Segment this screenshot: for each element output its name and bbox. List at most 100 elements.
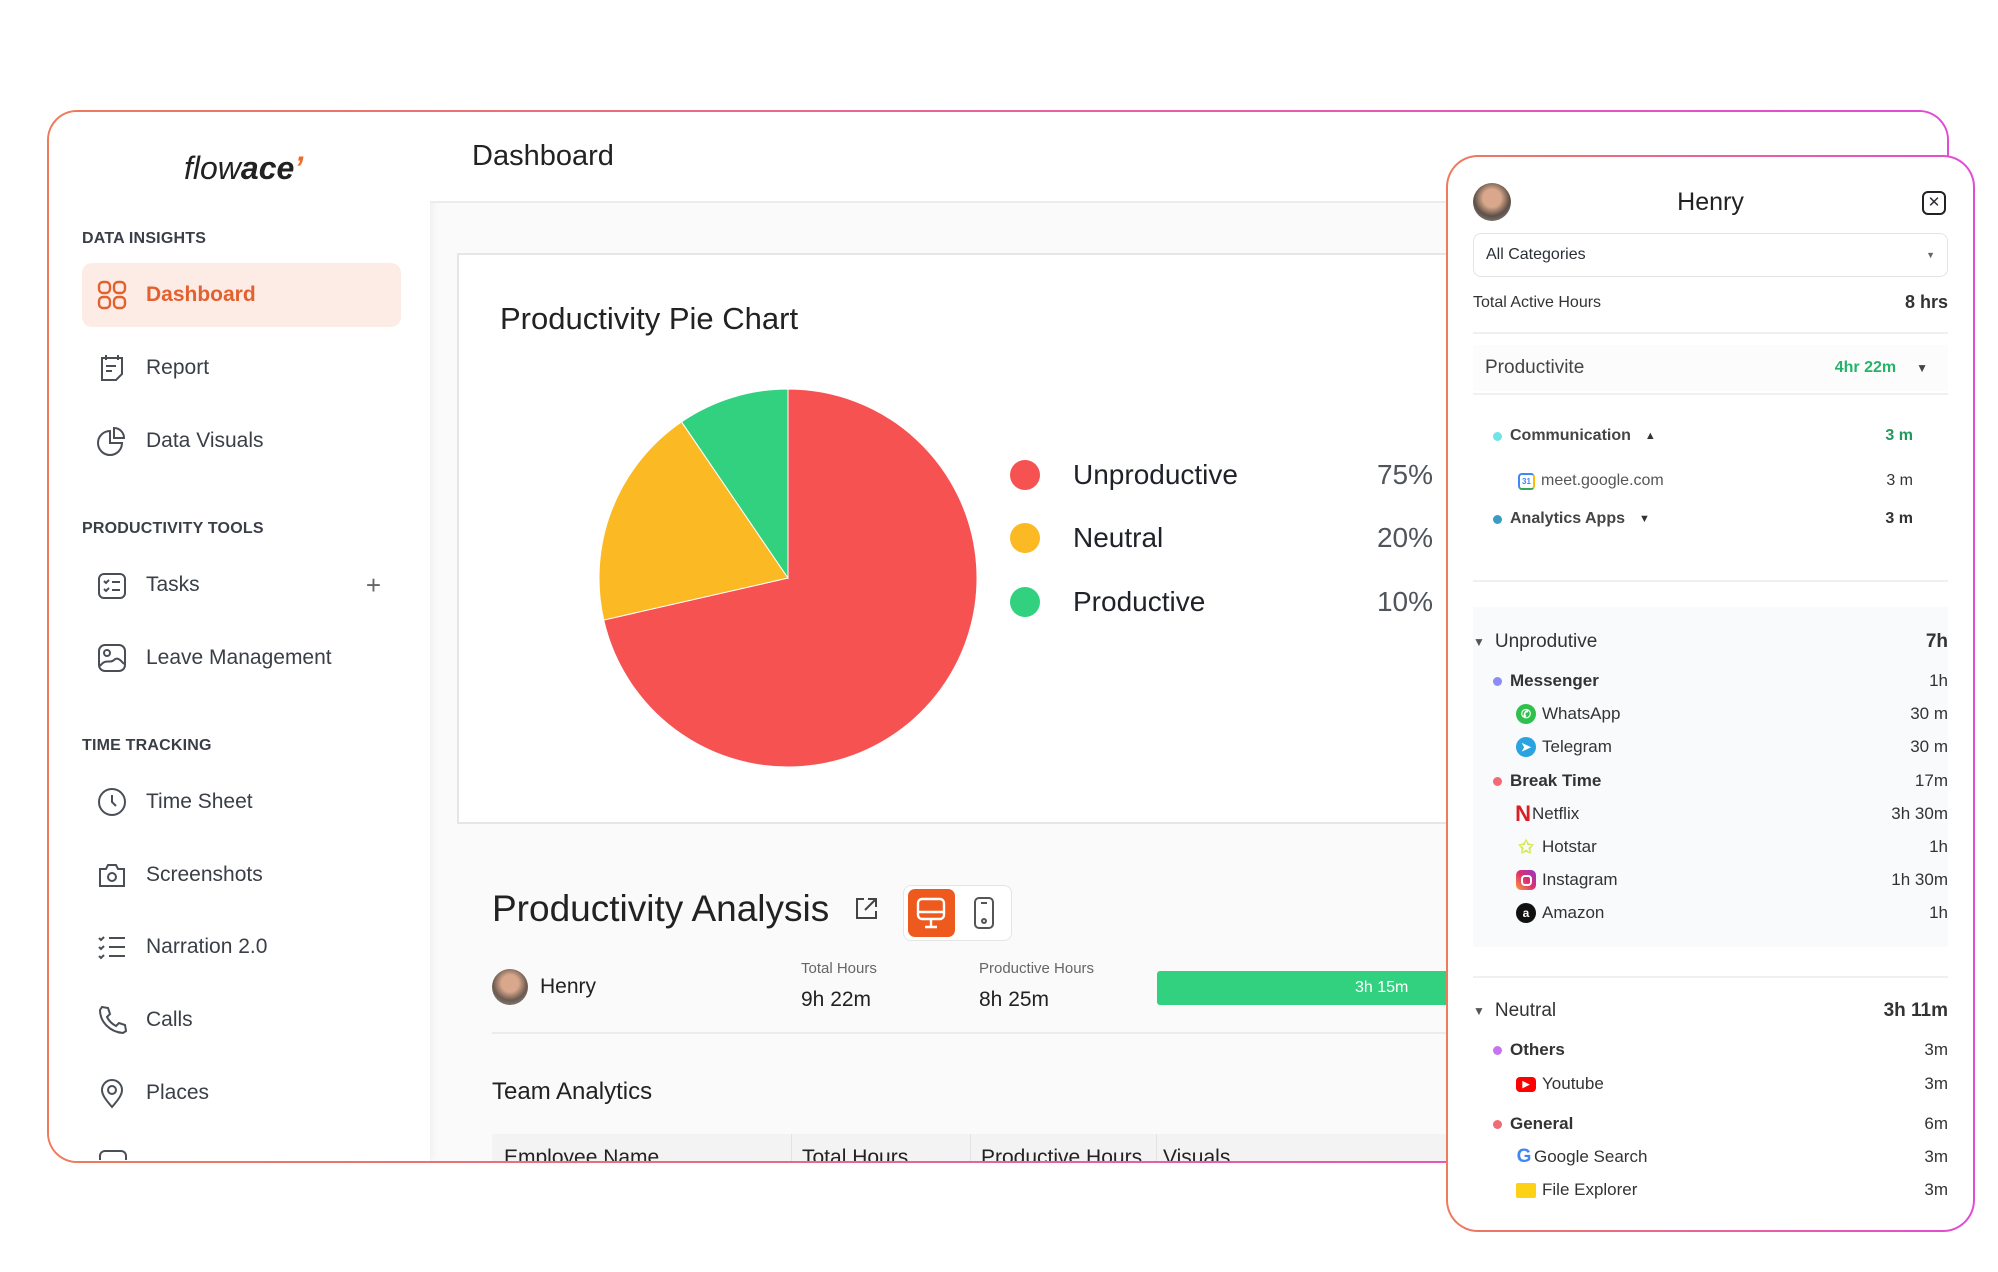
google-calendar-icon: 31 <box>1518 472 1535 490</box>
close-button[interactable]: ✕ <box>1922 191 1946 215</box>
sidebar-item-time-sheet[interactable]: Time Sheet <box>82 770 401 834</box>
column-header[interactable]: Employee Name <box>504 1146 660 1161</box>
image-icon <box>98 644 126 672</box>
group-row[interactable]: Analytics Apps ▼ 3 m <box>1473 510 1948 528</box>
tasks-icon <box>98 573 126 599</box>
group-value: 3 m <box>1885 510 1913 527</box>
app-value: 3m <box>1924 1147 1948 1166</box>
app-name: File Explorer <box>1542 1180 1638 1199</box>
group-row[interactable]: Messenger 1h <box>1473 671 1948 691</box>
app-row: a Amazon 1h <box>1473 903 1948 923</box>
divider <box>1473 580 1948 582</box>
productivity-analysis-title: Productivity Analysis <box>492 888 880 930</box>
neutral-section-header[interactable]: ▼ Neutral 3h 11m <box>1473 1000 1948 1022</box>
team-analytics-title: Team Analytics <box>492 1078 653 1105</box>
caret-down-icon: ▼ <box>1473 635 1485 649</box>
bullet <box>1493 776 1502 786</box>
legend-item-unproductive: Unproductive 75% <box>1010 455 1433 495</box>
app-row: N Netflix 3h 30m <box>1473 801 1948 826</box>
app-value: 3 m <box>1886 472 1913 489</box>
caret-down-icon: ▼ <box>1473 1004 1485 1018</box>
panel-user-name: Henry <box>1677 188 1744 216</box>
select-value: All Categories <box>1486 246 1586 263</box>
bar-label: 3h 15m <box>1355 979 1409 996</box>
sidebar-item-calls[interactable]: Calls <box>82 988 401 1052</box>
calendar-icon <box>99 1150 127 1160</box>
add-task-button[interactable]: + <box>365 569 381 600</box>
external-link-icon[interactable] <box>852 895 880 923</box>
pie-chart <box>598 388 978 768</box>
section-time-tracking: TIME TRACKING <box>82 737 212 754</box>
section-title: Productivity Analysis <box>492 888 830 929</box>
legend-label: Productive <box>1073 586 1206 617</box>
group-row[interactable]: Communication ▲ 3 m <box>1473 427 1948 445</box>
category-select[interactable]: All Categories ▼ <box>1473 233 1948 277</box>
column-header[interactable]: Productive Hours <box>970 1134 1142 1161</box>
pie-slice-neutral[interactable] <box>598 421 789 621</box>
app-name: Netflix <box>1532 804 1580 823</box>
app-value: 3m <box>1924 1180 1948 1199</box>
sidebar-item-data-visuals[interactable]: Data Visuals <box>82 409 401 473</box>
group-name: Break Time <box>1510 771 1602 790</box>
app-name: Instagram <box>1542 870 1618 889</box>
checklist-icon <box>98 936 125 960</box>
label: Total Active Hours <box>1473 293 1602 311</box>
mobile-toggle-button[interactable] <box>961 889 1008 937</box>
total-active-hours: Total Active Hours 8 hrs <box>1473 292 1948 313</box>
sidebar-item-places[interactable]: Places <box>82 1061 401 1125</box>
app-value: 3h 30m <box>1891 804 1948 823</box>
divider <box>1473 976 1948 978</box>
group-name: Communication <box>1510 427 1631 444</box>
group-row[interactable]: Others 3m <box>1473 1040 1948 1060</box>
app-name: meet.google.com <box>1541 472 1664 489</box>
chevron-up-icon: ▲ <box>1644 430 1656 442</box>
folder-icon <box>1516 1182 1536 1198</box>
legend-item-neutral: Neutral 20% <box>1010 518 1433 558</box>
phone-device-icon <box>973 897 994 929</box>
sidebar-item-label: Data Visuals <box>146 429 264 452</box>
group-name: General <box>1510 1114 1574 1133</box>
group-row[interactable]: General 6m <box>1473 1114 1948 1134</box>
location-icon <box>100 1079 124 1109</box>
camera-icon <box>99 864 125 887</box>
pie-slice-productive[interactable] <box>680 388 789 580</box>
bullet <box>1493 514 1502 524</box>
desktop-toggle-button[interactable] <box>908 889 955 937</box>
app-value: 30 m <box>1910 704 1948 723</box>
avatar <box>1473 183 1511 221</box>
sidebar-item-label: Places <box>146 1081 210 1104</box>
divider <box>1473 393 1948 395</box>
sidebar-item-dashboard[interactable]: Dashboard <box>82 263 401 327</box>
pie-chart-card: Productivity Pie Chart Unproductive 75% N… <box>457 253 1557 824</box>
bullet <box>1493 676 1502 686</box>
sidebar-item-leave-management[interactable]: Leave Management <box>82 626 401 690</box>
value: 4hr 22m <box>1834 359 1897 376</box>
column-header[interactable]: Visuals <box>1156 1134 1230 1161</box>
unproductive-section <box>1473 607 1948 947</box>
legend-label: Unproductive <box>1073 459 1238 490</box>
sidebar-item-tasks[interactable]: Tasks + <box>82 553 401 617</box>
chevron-down-icon: ▼ <box>1926 250 1935 260</box>
app-row: ✆ WhatsApp 30 m <box>1473 704 1948 724</box>
sidebar-item-report[interactable]: Report <box>82 336 401 400</box>
app-name: WhatsApp <box>1542 704 1621 723</box>
divider <box>1473 332 1948 334</box>
legend-label: Neutral <box>1073 522 1164 553</box>
netflix-icon: N <box>1515 801 1531 826</box>
sidebar-item-screenshots[interactable]: Screenshots <box>82 843 401 907</box>
productive-hours-label: Productive Hours <box>979 960 1095 977</box>
flowace-logo: flowace’ <box>184 150 304 186</box>
label: Unprodutive <box>1494 631 1598 652</box>
productive-section-header[interactable]: Productivite 4hr 22m ▼ <box>1473 345 1948 391</box>
group-value: 6m <box>1924 1114 1948 1133</box>
bullet <box>1493 431 1502 441</box>
legend-value: 75% <box>1376 459 1433 490</box>
app-value: 1h <box>1929 837 1948 856</box>
group-row[interactable]: Break Time 17m <box>1473 771 1948 791</box>
pie-slice-unproductive[interactable] <box>603 388 978 768</box>
device-toggle <box>903 885 1012 941</box>
unproductive-section-header[interactable]: ▼ Unprodutive 7h <box>1473 631 1948 653</box>
google-icon: G <box>1516 1146 1532 1167</box>
sidebar-item-narration[interactable]: Narration 2.0 <box>82 915 401 979</box>
column-header[interactable]: Total Hours <box>791 1134 908 1161</box>
